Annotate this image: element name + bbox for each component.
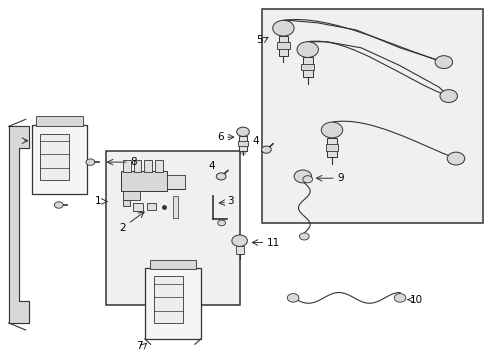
Bar (122, 191, 140, 200)
Bar (40, 134, 69, 180)
Text: 1: 1 (94, 197, 101, 206)
Bar (144, 160, 152, 172)
Circle shape (447, 152, 464, 165)
Bar (36, 116, 82, 126)
Circle shape (439, 90, 457, 103)
Text: 9: 9 (336, 173, 343, 183)
Circle shape (287, 294, 298, 302)
Bar (278, 36, 287, 56)
Circle shape (321, 122, 342, 138)
Text: 6: 6 (217, 132, 224, 142)
Circle shape (434, 56, 452, 68)
Circle shape (216, 173, 225, 180)
Bar (149, 260, 196, 269)
Text: 3: 3 (227, 197, 234, 206)
Bar (153, 276, 183, 323)
Text: 4: 4 (252, 136, 259, 146)
Bar (166, 175, 185, 189)
Circle shape (302, 176, 312, 183)
Bar (155, 160, 163, 172)
Circle shape (272, 20, 293, 36)
Bar (277, 42, 289, 49)
Circle shape (217, 220, 225, 226)
Bar (301, 64, 313, 70)
Bar (132, 203, 143, 211)
Bar (261, 9, 482, 223)
Bar (237, 141, 248, 146)
Circle shape (236, 127, 249, 136)
Bar (302, 58, 312, 77)
Bar (239, 136, 246, 151)
Circle shape (261, 146, 271, 153)
Text: 7: 7 (136, 341, 142, 351)
Bar (106, 152, 239, 305)
Bar (122, 160, 130, 172)
Polygon shape (9, 126, 29, 323)
Circle shape (293, 170, 311, 183)
Text: 4: 4 (208, 161, 215, 171)
Text: 11: 11 (266, 238, 279, 248)
Bar (144, 267, 201, 339)
Bar (122, 200, 130, 206)
Circle shape (393, 294, 405, 302)
Circle shape (54, 202, 63, 208)
Bar (326, 138, 336, 157)
Bar (235, 247, 243, 254)
Bar (173, 196, 178, 217)
Circle shape (299, 233, 308, 240)
Circle shape (231, 235, 247, 247)
Bar (147, 203, 156, 210)
Bar (325, 144, 338, 151)
Text: 2: 2 (120, 222, 126, 233)
Bar (120, 171, 166, 191)
Text: 5: 5 (256, 35, 263, 45)
Bar (133, 160, 141, 172)
Circle shape (86, 159, 95, 165)
Text: 8: 8 (130, 157, 137, 167)
Bar (31, 125, 87, 194)
Text: 10: 10 (409, 295, 422, 305)
Circle shape (296, 42, 318, 58)
